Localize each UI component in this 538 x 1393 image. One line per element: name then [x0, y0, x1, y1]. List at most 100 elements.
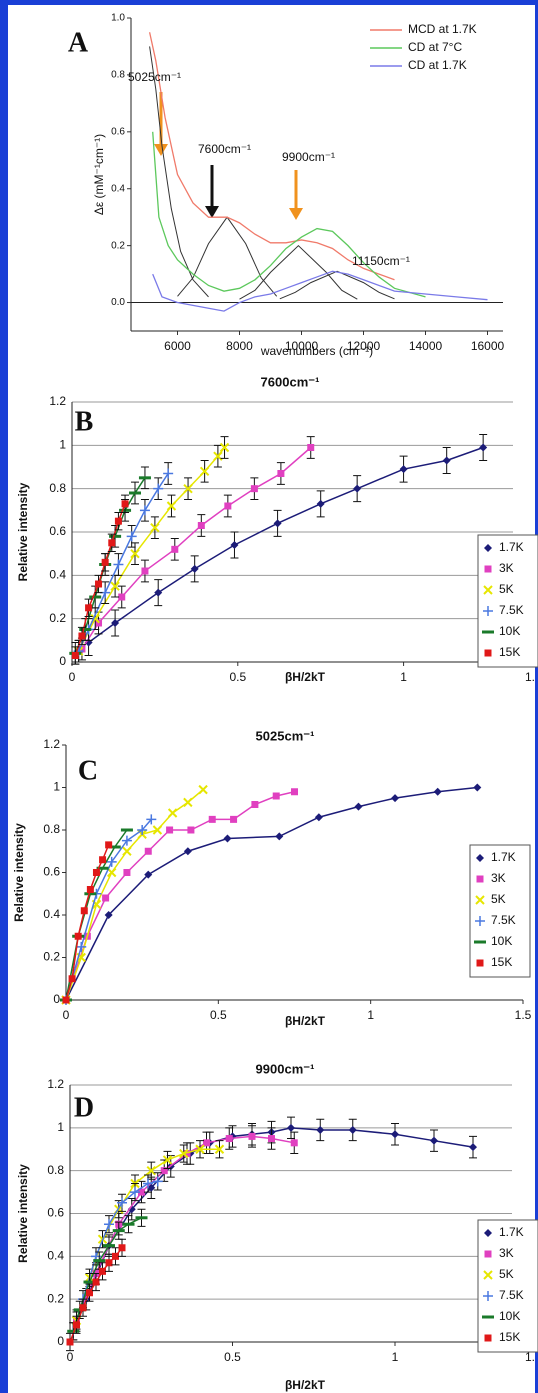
point	[130, 548, 140, 559]
x-tick-label: 0	[67, 1350, 74, 1364]
y-tick-label: 0.8	[49, 481, 66, 495]
point	[74, 932, 82, 940]
frame-top	[0, 0, 538, 5]
point	[167, 808, 178, 818]
point	[190, 564, 199, 573]
point	[146, 1165, 156, 1176]
y-tick-label: 1	[57, 1120, 64, 1134]
legend-box	[469, 844, 531, 978]
x-tick-label: 14000	[409, 339, 443, 353]
panel-label: C	[78, 755, 98, 786]
point	[391, 794, 400, 803]
point	[68, 975, 76, 983]
point	[248, 1132, 256, 1140]
point	[139, 505, 150, 516]
point	[223, 834, 232, 843]
point	[290, 1139, 298, 1147]
y-tick-label: 0.6	[111, 126, 125, 137]
point	[108, 845, 121, 849]
legend-label: 5K	[499, 1267, 514, 1281]
point	[183, 797, 193, 808]
component-curve	[239, 244, 358, 300]
panel: 9900cm⁻¹ D 0 0.2 0.4 0.6 0.8 1 1.2 0 0.5 1 1. Relativ…	[16, 1061, 538, 1392]
point	[162, 1155, 173, 1165]
point	[153, 483, 164, 494]
point	[230, 541, 239, 549]
point	[150, 522, 160, 533]
point	[135, 1216, 148, 1220]
arrow-head	[154, 144, 168, 156]
x-tick-label: 12000	[347, 339, 381, 353]
x-tick-label: 1	[400, 670, 407, 684]
panel-label: D	[74, 1092, 94, 1123]
point	[84, 892, 97, 896]
legend-label: 1.7K	[499, 540, 524, 554]
legend-label: 7.5K	[499, 1288, 524, 1302]
point	[92, 1278, 100, 1286]
point	[469, 1143, 477, 1152]
legend-marker	[483, 585, 493, 595]
y-tick-label: 0.2	[111, 240, 125, 251]
x-tick-label: 1.5	[515, 1008, 532, 1022]
point	[121, 835, 132, 846]
point	[268, 1135, 275, 1143]
point	[143, 1178, 153, 1189]
panel-label: A	[68, 27, 89, 58]
y-tick-label: 0.0	[111, 297, 125, 308]
point	[198, 784, 208, 795]
point	[203, 1139, 210, 1147]
point	[138, 476, 151, 480]
point	[316, 499, 325, 508]
point	[78, 632, 86, 640]
point	[171, 545, 179, 553]
x-tick-label: 0.5	[210, 1008, 227, 1022]
point	[108, 539, 116, 547]
point	[118, 593, 126, 601]
point	[67, 1329, 80, 1333]
series-line	[148, 32, 395, 281]
panel: 5025cm⁻¹ C 0 0.2 0.4 0.6 0.8 1 1.2 0 0.5 1 1.5 Relati…	[12, 728, 531, 1028]
x-tick-label: 1	[367, 1008, 374, 1022]
legend-marker	[475, 916, 485, 926]
point	[66, 1338, 74, 1346]
point	[99, 1267, 106, 1275]
y-tick-label: 0.6	[43, 865, 60, 879]
point	[80, 907, 88, 915]
point	[79, 628, 92, 631]
point	[272, 792, 280, 800]
point	[118, 1244, 126, 1252]
point	[208, 815, 216, 823]
point	[197, 522, 205, 529]
legend-marker	[484, 544, 492, 552]
y-tick-label: 1	[53, 780, 60, 794]
annotation: 5025cm⁻¹	[128, 70, 181, 84]
point	[114, 517, 122, 525]
legend-label: 7.5K	[499, 603, 524, 617]
legend-label: 3K	[499, 561, 514, 575]
x-tick-label: 10000	[285, 339, 319, 353]
point	[353, 484, 362, 493]
point	[86, 886, 94, 893]
legend-label: MCD at 1.7K	[408, 22, 477, 36]
x-axis-label: βH/2kT	[285, 670, 326, 684]
legend-marker	[482, 1315, 494, 1319]
point	[95, 580, 103, 588]
legend-marker	[483, 1291, 493, 1301]
point	[152, 825, 163, 835]
annotation: 7600cm⁻¹	[198, 142, 251, 156]
y-axis-label: Relative intensity	[16, 1164, 30, 1263]
legend-label: 3K	[491, 871, 506, 885]
legend-label: 15K	[491, 955, 512, 969]
point	[348, 1125, 357, 1134]
annotation: 9900cm⁻¹	[282, 150, 335, 164]
legend-marker	[483, 1270, 493, 1280]
point	[102, 894, 110, 902]
point	[71, 652, 79, 659]
legend-marker	[483, 606, 493, 616]
legend-box	[477, 1219, 538, 1353]
point	[183, 847, 192, 856]
legend-marker	[476, 959, 484, 967]
legend-marker	[484, 1229, 492, 1237]
point	[117, 1197, 127, 1208]
